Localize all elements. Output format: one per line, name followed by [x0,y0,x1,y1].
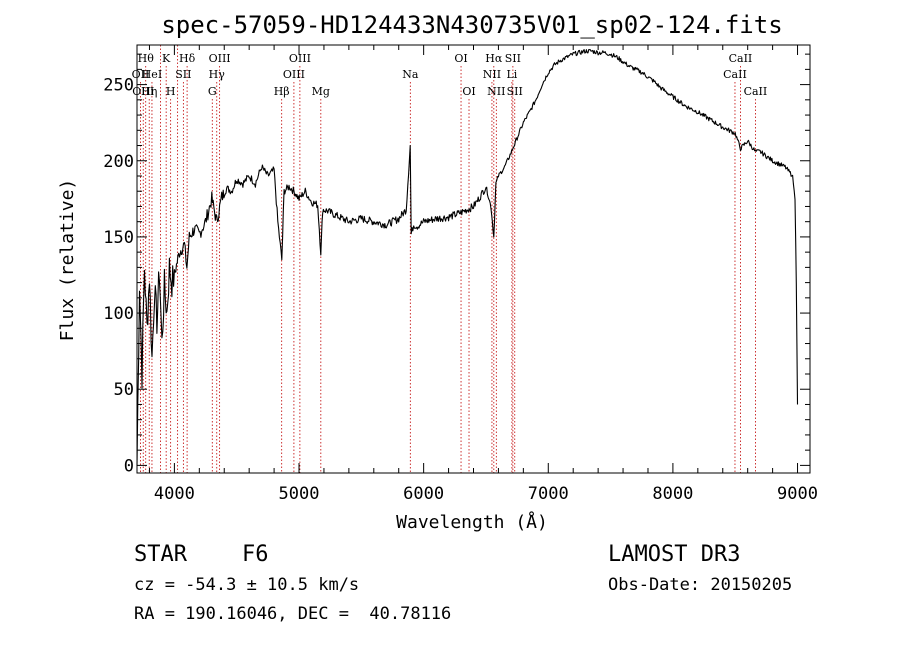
plot-frame [136,44,811,474]
spectral-line-label: OI [462,85,475,98]
spectral-line-label: CaII [744,85,768,98]
y-tick-label: 50 [114,380,134,400]
spectral-line-label: Mg [312,85,330,98]
object-subclass: F6 [242,542,269,567]
spectral-line-label: SII [175,68,191,81]
x-tick-label: 6000 [403,484,444,504]
spectral-line-label: CaII [729,52,753,65]
spectral-line-label: H [166,85,176,98]
spectral-line-label: OIII [209,52,231,65]
chart-title: spec-57059-HD124433N430735V01_sp02-124.f… [161,11,782,39]
x-tick-label: 9000 [777,484,818,504]
spectral-line-label: OIII [283,68,305,81]
x-axis-tick-labels: 4000 5000 6000 7000 8000 9000 [154,484,818,504]
redshift-text: cz = -54.3 ± 10.5 km/s [134,575,359,595]
spectral-line-label: Hθ [138,52,155,65]
x-tick-label: 4000 [154,484,195,504]
y-tick-label: 250 [103,76,134,96]
spectral-line-label: CaII [723,68,747,81]
spectral-line-label: NII [483,68,501,81]
spectral-line-label: Na [402,68,419,81]
spectrum-line [136,48,799,466]
x-tick-label: 7000 [528,484,569,504]
spectral-line-markers [140,45,756,473]
spectral-line-label: Hγ [209,68,226,81]
y-axis-tick-labels: 0 50 100 150 200 250 [103,76,134,477]
survey-name: LAMOST DR3 [608,542,740,567]
spectral-line-label: Hη [141,85,157,98]
spectral-line-label: SII [505,52,521,65]
y-tick-label: 150 [103,228,134,248]
object-class: STAR [134,542,188,567]
spectral-line-label: OI [454,52,467,65]
obs-date-text: Obs-Date: 20150205 [608,575,792,595]
spectral-line-label: Hβ [274,85,290,98]
y-tick-label: 0 [124,456,134,476]
y-tick-label: 200 [103,152,134,172]
spectral-line-label: OIII [132,85,154,98]
y-tick-label: 100 [103,304,134,324]
y-axis-ticks [137,53,810,466]
x-tick-label: 5000 [279,484,320,504]
spectral-line-label: K [162,52,171,65]
coordinates-text: RA = 190.16046, DEC = 40.78116 [134,604,451,624]
spectral-line-label: G [208,85,217,98]
spectral-line-label: NII [487,85,505,98]
spectral-line-label: Hδ [179,52,196,65]
x-axis-label: Wavelength (Å) [396,511,548,533]
spectral-line-label: OII [132,68,150,81]
x-axis-ticks [148,45,799,473]
spectral-line-label: HeI [142,68,162,81]
spectral-line-label: Li [506,68,517,81]
x-tick-label: 8000 [652,484,693,504]
spectral-line-label: Hα [485,52,503,65]
spectral-line-label: OIII [289,52,311,65]
spectral-line-label: SII [507,85,523,98]
y-axis-label: Flux (relative) [57,179,78,342]
